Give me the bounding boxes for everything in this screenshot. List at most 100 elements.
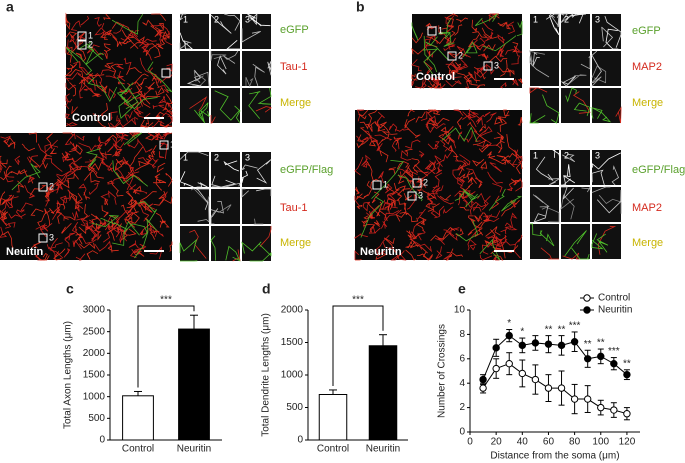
neurite [397,174,423,202]
neurite [468,215,476,222]
neurite [359,127,371,139]
neurite [113,24,124,34]
neurite [501,200,520,217]
neurite [406,212,419,223]
neurite [3,137,16,148]
neurite [108,88,116,100]
significance: *** [160,295,172,306]
channel-label: Merge [280,97,311,109]
neurite [66,49,72,63]
neurite [80,215,90,226]
neurite [158,190,166,203]
neurite [362,161,370,168]
neurite [0,195,15,206]
neurite [75,201,84,212]
legend-label: Neuritin [598,305,632,316]
neurite [111,13,144,35]
neurite [8,213,26,219]
neurite [120,228,137,241]
neurite [466,168,483,184]
neurite [75,225,83,245]
neurite [117,223,128,236]
neurite [158,151,165,158]
zoom-tile [242,152,271,187]
neurite [374,121,387,129]
neurite [102,223,118,243]
x-tick-label: 40 [517,437,529,448]
neurite [604,15,622,48]
neurite [37,143,48,168]
neurite [404,124,421,139]
neurite [427,161,436,171]
neurite [107,137,118,153]
neurite [105,134,118,141]
neurite [30,208,44,216]
neurite [496,234,507,247]
neurite [418,150,425,158]
neurite [79,242,96,250]
neurite [16,209,25,219]
neurite [354,156,364,176]
neurite [591,50,602,80]
neurite [241,188,249,198]
neurite [144,92,161,101]
zoom-tile [242,88,271,123]
channel-label: Merge [632,97,663,109]
neurite [479,254,493,261]
neurite [572,91,591,114]
condition-label: Control [416,71,455,83]
neurite [147,157,159,164]
neurite [506,185,514,191]
neurite [454,190,471,197]
neurite [504,226,518,231]
legend-label: Control [598,293,630,304]
neurite [366,202,381,217]
zoom-tile [180,152,209,187]
zoom-tile [592,187,621,222]
neurite [194,109,210,123]
neurite [114,151,121,157]
neurite [123,223,148,239]
neurite [240,164,258,171]
neurite [480,161,488,170]
neurite [79,66,91,77]
neurite [164,123,173,128]
neurite [396,188,411,202]
neurite [409,231,421,246]
y-tick-label: 0 [99,435,105,446]
roi-box [372,180,382,190]
neurite [580,55,591,70]
roi-number: 2 [49,181,54,191]
neurite [428,115,439,127]
channel-label: eGFP/Flag [632,164,685,176]
point [597,403,605,412]
neurite [474,227,483,238]
neurite [134,101,142,116]
neurite [159,191,168,204]
neurite [564,230,587,257]
neurite [122,36,134,45]
neurite [458,173,470,180]
neurite [149,231,160,240]
neurite [356,204,363,210]
neurite [466,170,474,177]
neurite [453,155,459,162]
channel-label: eGFP/Flag [280,164,333,176]
neurite [581,186,591,193]
neurite [75,52,83,60]
x-tick-label: Control [317,444,349,455]
neurite [79,79,83,99]
neurite [455,160,467,167]
neurite [468,40,475,48]
neurite [118,210,136,218]
point [557,341,566,350]
neurite [491,195,500,209]
neurite [417,229,426,241]
neurite [380,221,388,229]
neurite [451,70,462,80]
neurite [511,78,519,86]
neurite [497,132,504,142]
point [557,384,566,392]
neurite [483,215,500,222]
neurite [596,233,609,253]
